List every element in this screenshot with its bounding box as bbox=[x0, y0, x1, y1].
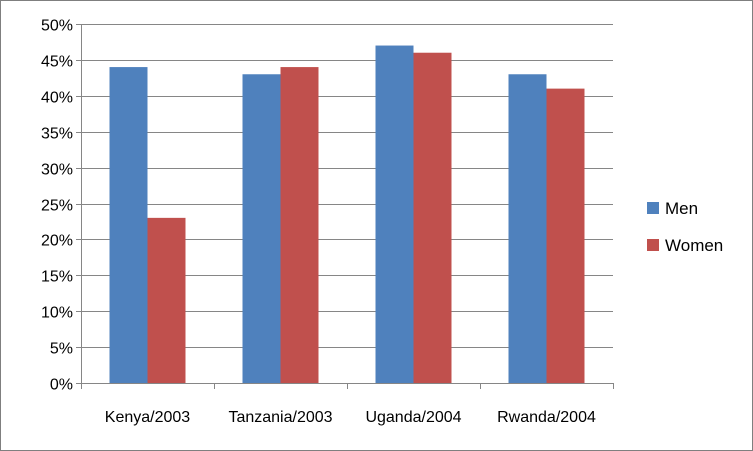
y-tick-label: 35% bbox=[41, 126, 73, 143]
x-tick-label: Tanzania/2003 bbox=[228, 409, 332, 426]
bar-men-2 bbox=[375, 45, 414, 383]
y-tick-label: 15% bbox=[41, 269, 73, 286]
x-tick-label: Rwanda/2004 bbox=[497, 409, 596, 426]
x-tick-labels: Kenya/2003 Tanzania/2003 Uganda/2004 Rwanda… bbox=[105, 409, 596, 426]
y-tick-labels: 0% 5% 10% 15% 20% 25% 30% 35% 40% 45% 50% bbox=[41, 18, 73, 394]
y-tick-label: 50% bbox=[41, 18, 73, 35]
y-tick-label: 20% bbox=[41, 233, 73, 250]
legend-swatch-men bbox=[647, 202, 659, 214]
x-tick-label: Kenya/2003 bbox=[105, 409, 191, 426]
y-tick-label: 40% bbox=[41, 90, 73, 107]
legend-label-men: Men bbox=[665, 199, 698, 218]
legend-label-women: Women bbox=[665, 236, 723, 255]
bars bbox=[109, 45, 585, 384]
x-tick-label: Uganda/2004 bbox=[365, 409, 461, 426]
y-tick-label: 30% bbox=[41, 162, 73, 179]
y-tick-label: 5% bbox=[50, 341, 73, 358]
y-tick-label: 25% bbox=[41, 198, 73, 215]
bar-men-3 bbox=[508, 74, 547, 383]
legend: Men Women bbox=[647, 199, 723, 255]
bar-women-1 bbox=[280, 67, 319, 383]
bar-men-0 bbox=[109, 67, 148, 383]
y-tick-label: 0% bbox=[50, 377, 73, 394]
bar-women-3 bbox=[546, 88, 585, 384]
bar-men-1 bbox=[242, 74, 281, 383]
axes bbox=[76, 24, 614, 389]
y-tick-label: 45% bbox=[41, 54, 73, 71]
bar-women-2 bbox=[413, 52, 452, 383]
legend-swatch-women bbox=[647, 239, 659, 251]
y-tick-label: 10% bbox=[41, 305, 73, 322]
bar-women-0 bbox=[147, 217, 186, 383]
